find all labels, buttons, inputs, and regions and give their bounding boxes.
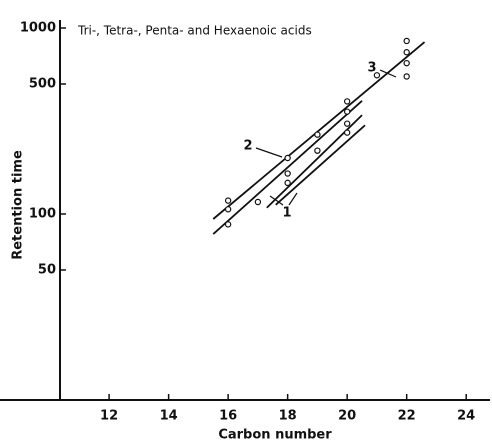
- point: [314, 147, 321, 154]
- point: [343, 98, 351, 105]
- leader-line: [269, 195, 284, 206]
- annotation: 3: [367, 61, 376, 76]
- x-tick-label: 14: [160, 409, 178, 424]
- x-tick-label: 18: [279, 409, 297, 424]
- annotation: 2: [243, 139, 252, 154]
- point: [284, 154, 291, 162]
- point: [224, 197, 232, 204]
- annotation: 1: [282, 206, 291, 221]
- point: [284, 179, 291, 187]
- point: [343, 120, 351, 127]
- point: [343, 108, 351, 115]
- point: [343, 129, 351, 136]
- point: [403, 73, 410, 80]
- point: [403, 37, 410, 45]
- x-tick-label: 12: [100, 409, 118, 424]
- y-tick-label: 1000: [20, 21, 56, 36]
- point: [254, 198, 262, 206]
- fit-line: [275, 124, 366, 206]
- point: [373, 72, 381, 79]
- x-tick-label: 22: [398, 409, 416, 424]
- y-tick-label: 500: [29, 76, 56, 91]
- y-axis-label: Retention time: [11, 150, 26, 260]
- leader-line: [288, 192, 298, 206]
- x-tick-label: 16: [219, 409, 237, 424]
- point: [224, 221, 232, 228]
- fit-line: [212, 100, 363, 235]
- point: [314, 131, 321, 138]
- point: [224, 206, 232, 213]
- y-tick-label: 50: [38, 262, 56, 277]
- point: [403, 59, 410, 67]
- leader-line: [255, 147, 283, 158]
- x-axis-label: Carbon number: [218, 428, 332, 443]
- point: [284, 170, 291, 177]
- point: [403, 49, 410, 56]
- x-tick-label: 24: [457, 409, 475, 424]
- fit-line: [212, 41, 426, 220]
- leader-line: [379, 69, 397, 78]
- y-tick-label: 100: [29, 207, 56, 222]
- x-tick-label: 20: [338, 409, 356, 424]
- chart-title: Tri-, Tetra-, Penta- and Hexaenoic acids: [77, 24, 312, 38]
